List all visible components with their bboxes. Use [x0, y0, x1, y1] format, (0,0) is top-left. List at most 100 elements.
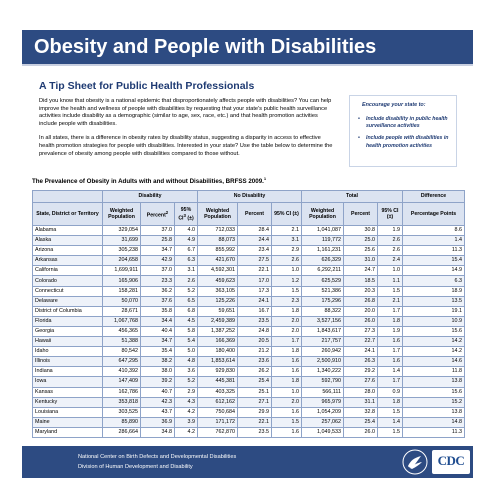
table-cell: 36.2 — [140, 285, 175, 297]
table-cell: 5.8 — [174, 325, 198, 338]
table-cell: 38.2 — [140, 356, 175, 368]
table-cell: 20.0 — [343, 305, 378, 317]
col-header-dis-ci-note: 3 — [183, 212, 186, 218]
table-cell: 88,073 — [197, 235, 238, 247]
table-cell: 27.1 — [237, 396, 272, 408]
table-cell: 459,623 — [197, 275, 238, 287]
table-cell: 2,500,910 — [301, 356, 344, 368]
table-cell: 762,870 — [197, 426, 238, 438]
state-name-cell: California — [32, 265, 103, 277]
cdc-logo-icon: CDC — [432, 450, 470, 474]
table-cell: 1,843,617 — [301, 325, 344, 338]
table-cell: 1.6 — [377, 336, 403, 348]
table-cell: 712,033 — [197, 224, 238, 237]
footer-banner: National Center on Birth Defects and Dev… — [22, 446, 473, 478]
table-cell: 1.2 — [271, 275, 302, 287]
table-cell: 1.5 — [377, 426, 403, 438]
table-cell: 1,067,768 — [102, 315, 141, 327]
state-name-cell: Arizona — [32, 245, 103, 257]
hhs-eagle-icon — [402, 449, 428, 475]
table-cell: 21.2 — [237, 346, 272, 358]
table-cell: 14.2 — [402, 336, 465, 348]
table-cell: 257,062 — [301, 416, 344, 428]
table-cell: 1,699,911 — [102, 265, 141, 277]
table-cell: 25.0 — [343, 235, 378, 247]
table-group-header: Disability No Disability Total Differenc… — [32, 190, 465, 203]
table-row: Idaho 80,542 35.4 5.0 180,400 21.2 1.8 260,942 2… — [32, 346, 465, 358]
table-cell: 25.4 — [237, 376, 272, 388]
table-cell: 410,392 — [102, 366, 141, 378]
table-cell: 34.8 — [140, 426, 175, 438]
state-name-cell: Florida — [32, 315, 103, 327]
table-cell: 11.3 — [402, 245, 465, 257]
group-header-disability: Disability — [102, 190, 198, 203]
table-cell: 592,790 — [301, 376, 344, 388]
col-header-nodis-ci: 95% CI (±) — [271, 202, 302, 226]
table-cell: 2.0 — [271, 325, 302, 338]
table-cell: 20.3 — [343, 285, 378, 297]
table-cell: 10.9 — [402, 315, 465, 327]
table-cell: 51,388 — [102, 336, 141, 348]
table-cell: 1.7 — [377, 376, 403, 388]
table-cell: 13.8 — [402, 406, 465, 418]
table-cell: 11.8 — [402, 366, 465, 378]
table-cell: 24.1 — [343, 346, 378, 358]
table-cell: 204,658 — [102, 255, 141, 267]
col-header-dis-weighted: Weighted Population — [102, 202, 141, 226]
table-cell: 4.8 — [174, 356, 198, 368]
state-name-cell: Indiana — [32, 366, 103, 378]
table-cell: 1,049,533 — [301, 426, 344, 438]
recommendation-item: • Include people with disabilities in hea… — [356, 135, 450, 149]
col-header-tot-percent: Percent — [343, 202, 378, 226]
table-cell: 26.2 — [237, 366, 272, 378]
table-body: Alabama 329,054 37.0 4.0 712,033 28.4 2.1 1,041… — [32, 224, 465, 438]
table-cell: 2.6 — [271, 255, 302, 267]
state-name-cell: Kansas — [32, 386, 103, 398]
table-row: Indiana 410,392 38.0 3.6 929,830 26.2 1.6 1,340… — [32, 366, 465, 378]
table-cell: 2.9 — [174, 386, 198, 398]
table-row: Colorado 165,906 23.3 2.6 459,623 17.0 1.2 625,… — [32, 275, 465, 287]
group-header-total: Total — [301, 190, 403, 203]
table-cell: 40.4 — [140, 325, 175, 338]
table-cell: 14.8 — [402, 416, 465, 428]
table-cell: 3.1 — [174, 265, 198, 277]
col-header-state: State, District or Territory — [32, 202, 103, 226]
table-cell: 11.3 — [402, 426, 465, 438]
table-row: Arizona 305,238 34.7 6.7 855,992 23.4 2.9 1,161… — [32, 245, 465, 257]
title-banner: Obesity and People with Disabilities — [22, 30, 473, 64]
state-name-cell: Alabama — [32, 224, 103, 237]
table-cell: 4.9 — [174, 235, 198, 247]
table-cell: 23.5 — [237, 315, 272, 327]
table-cell: 1.4 — [377, 416, 403, 428]
table-cell: 29.9 — [237, 406, 272, 418]
table-cell: 15.6 — [402, 325, 465, 338]
state-name-cell: Georgia — [32, 325, 103, 338]
table-cell: 521,386 — [301, 285, 344, 297]
table-cell: 1.8 — [271, 376, 302, 388]
table-cell: 286,664 — [102, 426, 141, 438]
table-cell: 1.8 — [271, 305, 302, 317]
table-title: The Prevalence of Obesity in Adults with… — [32, 176, 266, 185]
table-cell: 88,322 — [301, 305, 344, 317]
table-cell: 32.8 — [343, 406, 378, 418]
table-cell: 2.6 — [377, 245, 403, 257]
table-cell: 5.0 — [174, 346, 198, 358]
table-row: Alabama 329,054 37.0 4.0 712,033 28.4 2.1 1,041… — [32, 224, 465, 237]
table-cell: 6.3 — [402, 275, 465, 287]
table-cell: 305,238 — [102, 245, 141, 257]
table-cell: 37.6 — [140, 295, 175, 307]
state-name-cell: Illinois — [32, 356, 103, 368]
state-name-cell: Maryland — [32, 426, 103, 438]
table-cell: 1.7 — [377, 346, 403, 358]
table-cell: 16.7 — [237, 305, 272, 317]
table-cell: 4.2 — [174, 406, 198, 418]
table-cell: 6,292,211 — [301, 265, 344, 277]
table-cell: 28,671 — [102, 305, 141, 317]
table-cell: 2,459,389 — [197, 315, 238, 327]
table-cell: 27.3 — [343, 325, 378, 338]
table-row: Illinois 647,295 38.2 4.8 1,853,614 23.6 1.6 2,… — [32, 356, 465, 368]
table-cell: 24.1 — [237, 295, 272, 307]
table-cell: 43.7 — [140, 406, 175, 418]
table-cell: 403,325 — [197, 386, 238, 398]
table-cell: 37.0 — [140, 265, 175, 277]
